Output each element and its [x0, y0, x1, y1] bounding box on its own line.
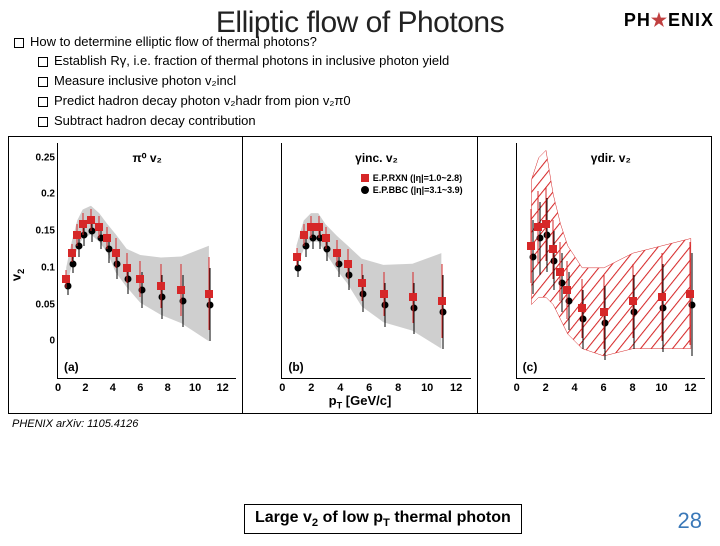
plot-area-0: 00.050.10.150.20.25024681012π⁰ v₂(a): [57, 143, 236, 379]
data-point-red: [87, 216, 95, 224]
plot-area-1: 024681012γinc. v₂(b)E.P.RXN (|η|=1.0~2.8…: [281, 143, 470, 379]
data-point-red: [380, 290, 388, 298]
bullet-lvl1: How to determine elliptic flow of therma…: [30, 34, 317, 49]
arxiv-ref: PHENIX arXiv: 1105.4126: [12, 418, 720, 430]
xtick: 4: [110, 382, 116, 394]
xtick: 10: [655, 382, 667, 394]
chart-panel-1: 0 2 4 6 8 10 12 γinc. v₂ (b) E.P.RXN (|η|=1.0~2.8…: [243, 137, 477, 413]
xtick: 8: [165, 382, 171, 394]
ytick: 0.1: [41, 262, 58, 273]
legend-text: E.P.RXN (|η|=1.0~2.8): [373, 173, 462, 183]
data-point-red: [103, 234, 111, 242]
panel-title: γinc. v₂: [355, 151, 398, 165]
data-point-red: [563, 286, 571, 294]
ytick: 0.05: [36, 299, 58, 310]
subplot-label: (b): [288, 360, 303, 374]
data-point-red: [629, 297, 637, 305]
data-point-red: [344, 260, 352, 268]
panel-title: γdir. v₂: [591, 151, 631, 165]
bullet-item-3: Subtract hadron decay contribution: [54, 113, 256, 128]
subplot-label: (c): [523, 360, 538, 374]
data-point-red: [79, 220, 87, 228]
xtick: 4: [572, 382, 578, 394]
x-axis-label: pT [GeV/c]: [329, 393, 392, 411]
panel-title: π⁰ v₂: [132, 151, 161, 165]
legend-marker: [361, 174, 369, 182]
xtick: 4: [337, 382, 343, 394]
bullets-block: How to determine elliptic flow of therma…: [14, 34, 720, 128]
xtick: 0: [279, 382, 285, 394]
data-point-red: [322, 234, 330, 242]
data-point-red: [333, 249, 341, 257]
chart-panel-0: v2 0 0.05 0.1 0.15 0.2 0.25 0 2 4 6 8 10 12 π⁰ v₂ (a): [9, 137, 243, 413]
legend-entry: E.P.RXN (|η|=1.0~2.8): [361, 173, 463, 183]
y-axis-label: v2: [8, 269, 26, 281]
subplot-label: (a): [64, 360, 79, 374]
data-point-red: [556, 268, 564, 276]
data-point-red: [409, 293, 417, 301]
xtick: 6: [601, 382, 607, 394]
data-point-red: [73, 231, 81, 239]
xtick: 12: [684, 382, 696, 394]
legend-marker: [361, 186, 369, 194]
bullet-item-0: Establish Rγ, i.e. fraction of thermal p…: [54, 53, 449, 68]
xtick: 6: [137, 382, 143, 394]
data-point-red: [578, 304, 586, 312]
ytick: 0.15: [36, 226, 58, 237]
legend-entry: E.P.BBC (|η|=3.1~3.9): [361, 185, 463, 195]
conclusion-box: Large v2 of low pT thermal photon: [244, 504, 522, 534]
slide-number: 28: [678, 508, 702, 534]
xtick: 6: [366, 382, 372, 394]
xtick: 10: [189, 382, 201, 394]
plot-area-2: 024681012γdir. v₂(c): [516, 143, 705, 379]
bullet-item-2: Predict hadron decay photon v₂hadr from …: [54, 93, 351, 108]
data-point-red: [542, 220, 550, 228]
xtick: 2: [82, 382, 88, 394]
xtick: 0: [55, 382, 61, 394]
xtick: 0: [514, 382, 520, 394]
data-point-red: [157, 282, 165, 290]
xtick: 12: [216, 382, 228, 394]
data-point-red: [600, 308, 608, 316]
xtick: 2: [543, 382, 549, 394]
data-point-red: [315, 223, 323, 231]
data-point-red: [549, 245, 557, 253]
phenix-logo: PH★ENIX: [624, 10, 714, 31]
data-point-red: [123, 264, 131, 272]
data-point-red: [293, 253, 301, 261]
data-point-red: [527, 242, 535, 250]
legend-text: E.P.BBC (|η|=3.1~3.9): [373, 185, 463, 195]
data-point-red: [658, 293, 666, 301]
grey-band: [58, 143, 236, 378]
xtick: 2: [308, 382, 314, 394]
bullet-item-1: Measure inclusive photon v₂incl: [54, 73, 236, 88]
chart-container: v200.050.10.150.20.25024681012π⁰ v₂(a)02…: [8, 136, 712, 414]
legend: E.P.RXN (|η|=1.0~2.8) E.P.BBC (|η|=3.1~3.…: [361, 173, 463, 197]
data-point-red: [205, 290, 213, 298]
hatch-band: [517, 143, 705, 378]
data-point-red: [68, 249, 76, 257]
chart-panel-2: 0 2 4 6 8 10 12 γdir. v₂ (c): [478, 137, 711, 413]
data-point-red: [438, 297, 446, 305]
ytick: 0.25: [36, 152, 58, 163]
data-point-red: [112, 249, 120, 257]
ytick: 0: [49, 336, 58, 347]
data-point-red: [136, 275, 144, 283]
data-point-red: [300, 231, 308, 239]
data-point-red: [358, 279, 366, 287]
xtick: 12: [450, 382, 462, 394]
data-point-red: [686, 290, 694, 298]
ytick: 0.2: [41, 189, 58, 200]
data-point-red: [62, 275, 70, 283]
data-point-red: [177, 286, 185, 294]
xtick: 8: [395, 382, 401, 394]
xtick: 10: [421, 382, 433, 394]
xtick: 8: [629, 382, 635, 394]
data-point-red: [95, 223, 103, 231]
